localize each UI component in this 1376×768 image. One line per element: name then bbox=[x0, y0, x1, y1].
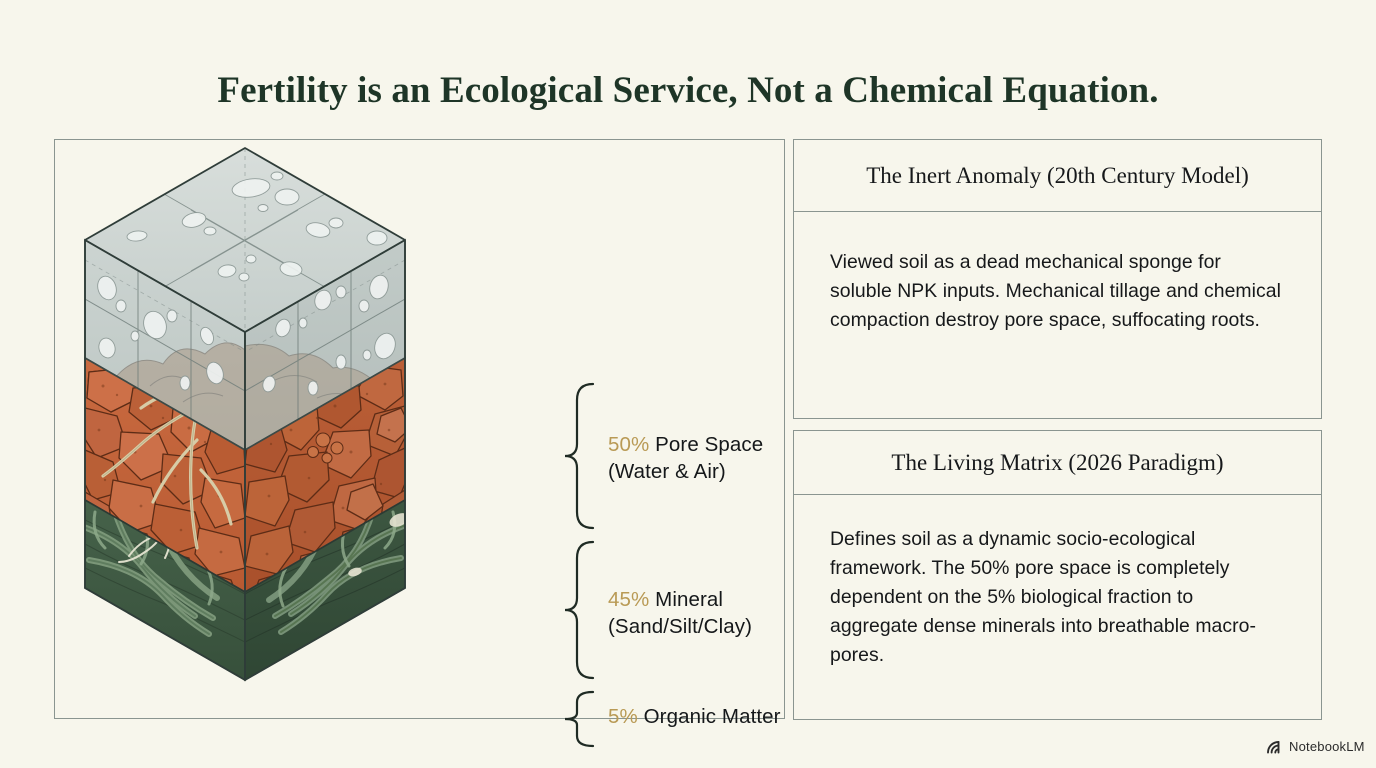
notebooklm-logo-icon bbox=[1267, 740, 1280, 753]
notebooklm-watermark: NotebookLM bbox=[1266, 739, 1365, 754]
soil-cube-illustration bbox=[55, 140, 495, 720]
cube-outline bbox=[84, 147, 406, 681]
legend-sublabel-mineral: (Sand/Silt/Clay) bbox=[608, 615, 753, 638]
card-living-header: The Living Matrix (2026 Paradigm) bbox=[794, 431, 1321, 495]
diagram-panel: 50% Pore Space (Water & Air) 45% Mineral… bbox=[54, 139, 785, 748]
legend-label-organic: Organic Matter bbox=[643, 705, 781, 728]
brace-mineral bbox=[564, 540, 595, 680]
legend-percent-organic: 5% bbox=[608, 705, 638, 728]
page-title: Fertility is an Ecological Service, Not … bbox=[217, 69, 1159, 111]
card-living-heading: The Living Matrix (2026 Paradigm) bbox=[891, 449, 1224, 475]
legend-item-pore-space: 50% Pore Space (Water & Air) bbox=[608, 431, 818, 485]
legend-label-mineral: Mineral bbox=[655, 588, 724, 611]
card-inert-anomaly: The Inert Anomaly (20th Century Model) V… bbox=[793, 139, 1322, 419]
notebooklm-watermark-label: NotebookLM bbox=[1289, 739, 1365, 754]
card-inert-heading: The Inert Anomaly (20th Century Model) bbox=[866, 162, 1249, 188]
brace-organic-matter bbox=[564, 690, 595, 748]
cube-mineral-layer-left bbox=[84, 356, 246, 594]
cube-organic-layer-left bbox=[84, 498, 246, 682]
card-living-body: Defines soil as a dynamic socio-ecologic… bbox=[830, 528, 1256, 666]
card-inert-header: The Inert Anomaly (20th Century Model) bbox=[794, 140, 1321, 212]
legend-percent-mineral: 45% bbox=[608, 588, 650, 611]
card-inert-body: Viewed soil as a dead mechanical sponge … bbox=[830, 251, 1281, 331]
legend-percent-pore: 50% bbox=[608, 433, 650, 456]
card-living-matrix: The Living Matrix (2026 Paradigm) Define… bbox=[793, 430, 1322, 720]
legend-item-mineral: 45% Mineral (Sand/Silt/Clay) bbox=[608, 586, 818, 640]
legend-sublabel-pore: (Water & Air) bbox=[608, 460, 726, 483]
cube-organic-layer-right bbox=[244, 498, 406, 682]
legend-item-organic-matter: 5% Organic Matter bbox=[608, 703, 828, 730]
legend-label-pore: Pore Space bbox=[655, 433, 764, 456]
brace-pore-space bbox=[564, 382, 595, 530]
